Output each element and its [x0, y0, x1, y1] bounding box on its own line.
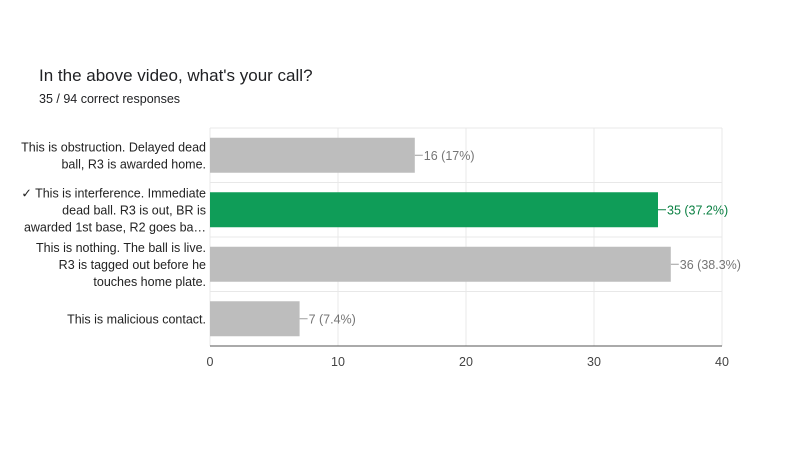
x-tick-label: 40	[715, 355, 729, 369]
category-label: This is malicious contact.	[67, 312, 206, 326]
chart-subtitle: 35 / 94 correct responses	[39, 92, 181, 106]
bar	[210, 246, 671, 282]
category-label: This is obstruction. Delayed dead ball, R…	[21, 140, 206, 171]
data-label: 36 (38.3%)	[680, 258, 741, 272]
data-label: 35 (37.2%)	[667, 203, 728, 217]
data-label: 16 (17%)	[424, 149, 475, 163]
x-tick-label: 30	[587, 355, 601, 369]
bar	[210, 192, 658, 228]
x-tick-label: 10	[331, 355, 345, 369]
bar	[210, 137, 415, 173]
bar	[210, 301, 300, 337]
chart-title: In the above video, what's your call?	[39, 66, 313, 85]
x-tick-label: 20	[459, 355, 473, 369]
category-label: ✓ This is interference. Immediate dead ba…	[21, 186, 206, 234]
category-label: This is nothing. The ball is live. R3 is …	[36, 241, 206, 289]
data-label: 7 (7.4%)	[309, 312, 356, 326]
x-tick-label: 0	[207, 355, 214, 369]
